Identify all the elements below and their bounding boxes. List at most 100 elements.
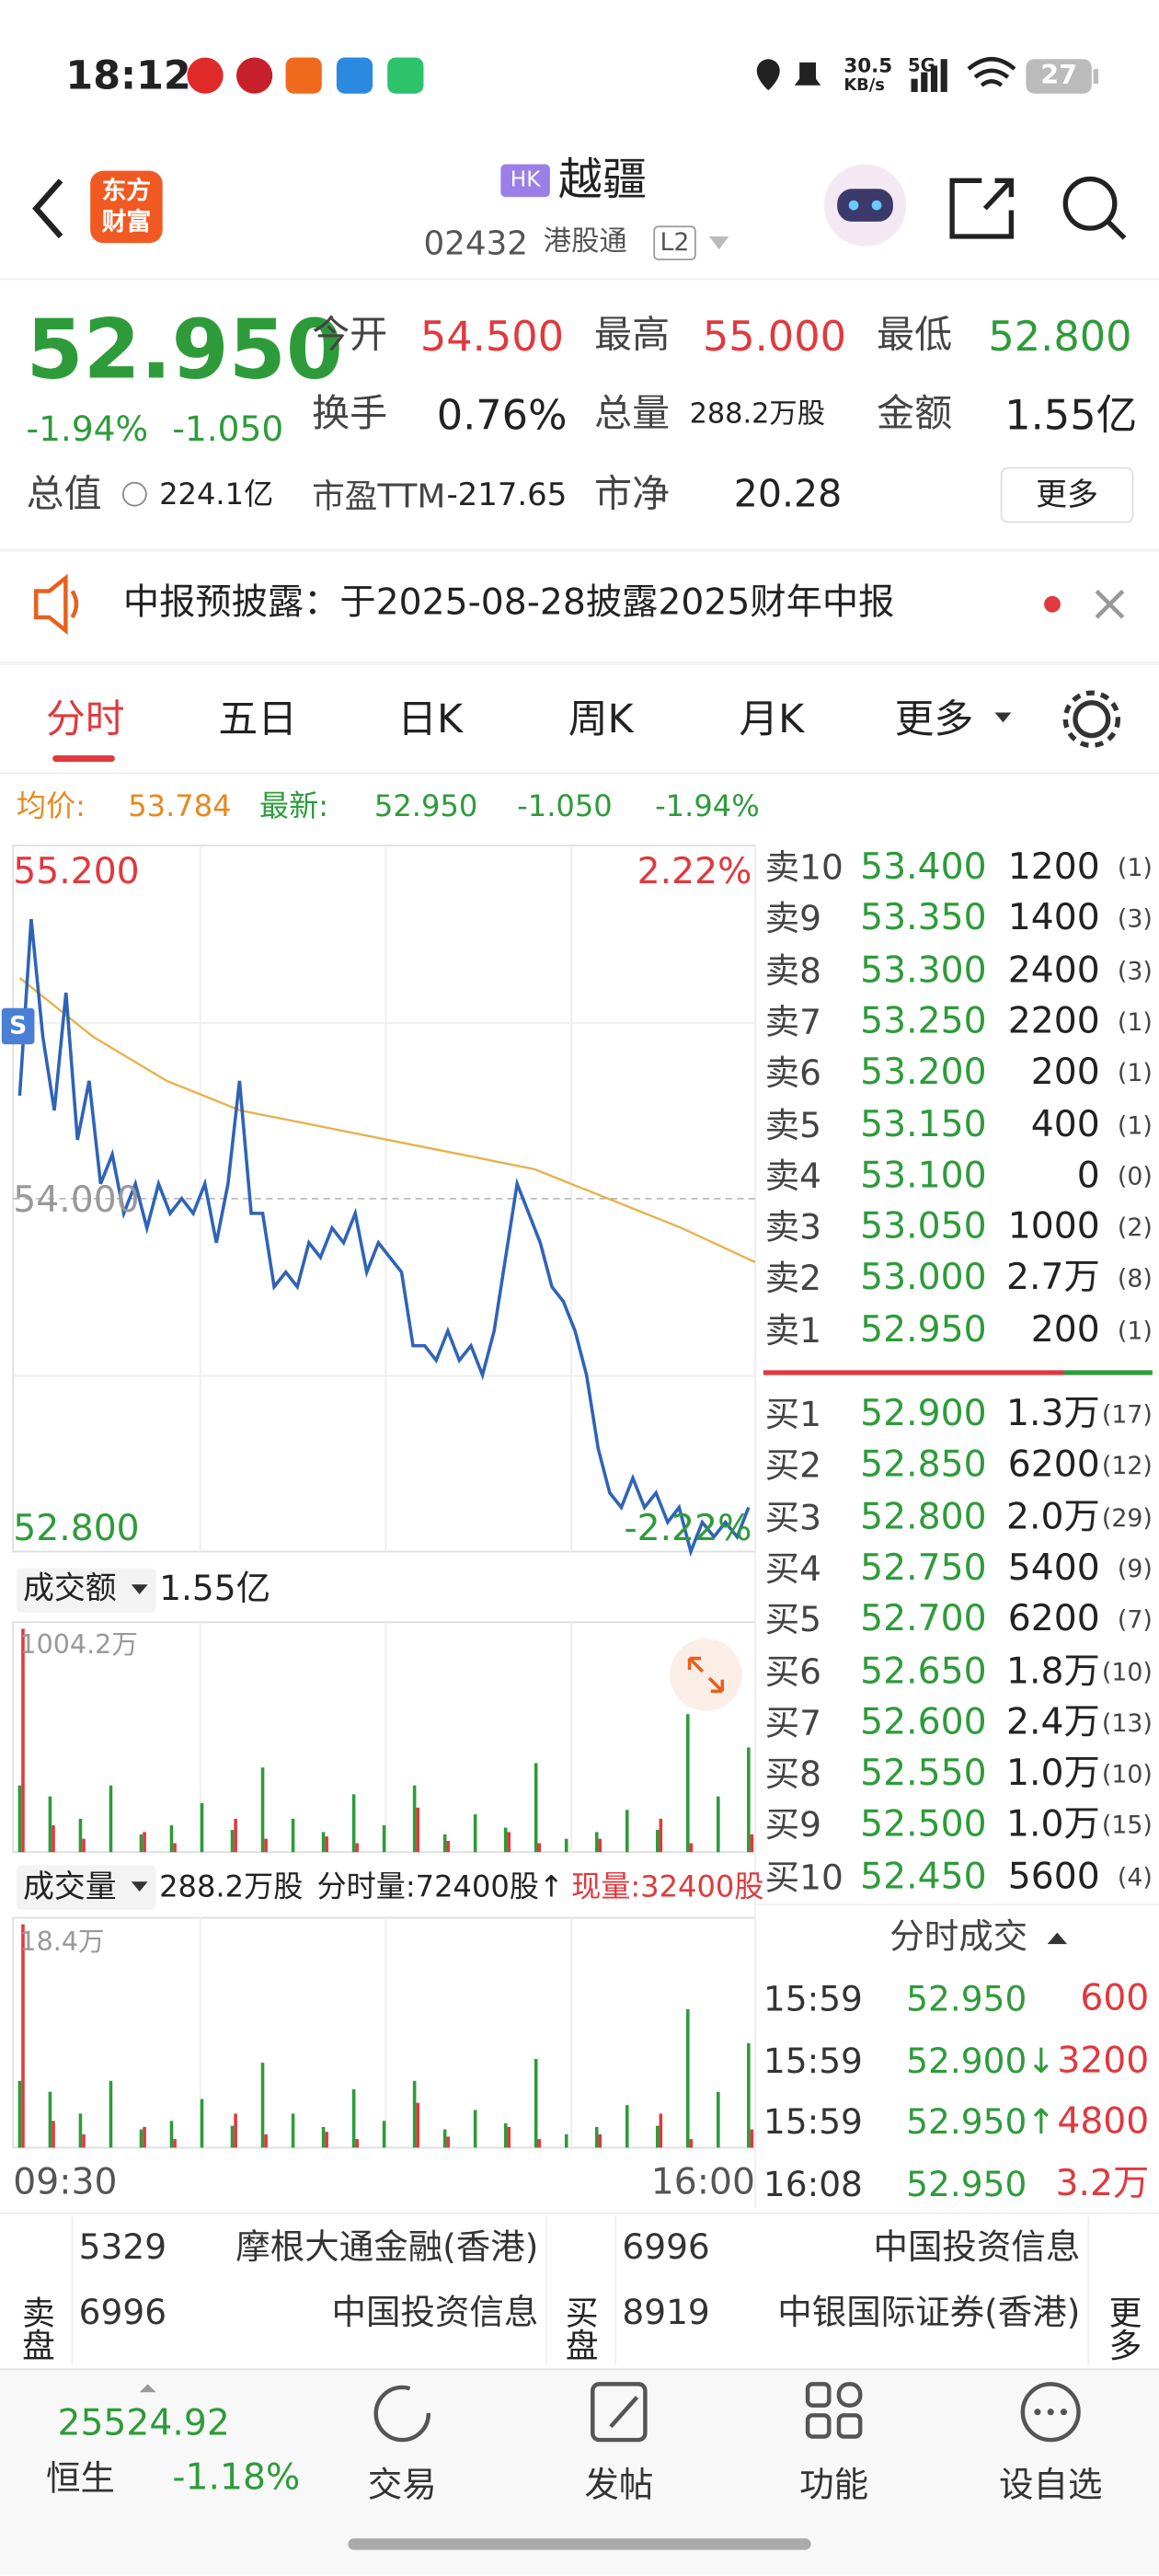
trade-volume: 600: [1080, 1978, 1150, 2020]
quote-label: 换手: [312, 393, 388, 436]
volume-bar: [594, 1832, 599, 1853]
volume-bar: [200, 2099, 204, 2148]
price: 52.950: [26, 302, 343, 397]
quote-label: 金额: [877, 393, 953, 436]
share-icon: [949, 178, 1015, 239]
nav-item[interactable]: 交易: [367, 2465, 437, 2505]
tab[interactable]: 更多: [894, 696, 974, 742]
tab[interactable]: 五日: [218, 696, 298, 742]
volume-bar: [351, 2089, 356, 2148]
notice[interactable]: 中报预披露：于2025-08-28披露2025财年中报: [122, 582, 895, 625]
broker-id: 8919: [622, 2293, 710, 2333]
tab[interactable]: 周K: [568, 696, 634, 742]
book-level: 卖1: [764, 1310, 822, 1351]
quote-value: 54.500: [419, 312, 565, 361]
volume-bar: [598, 2133, 602, 2148]
trade-time: 15:59: [763, 1979, 863, 2019]
broker-side: 卖盘: [16, 2295, 56, 2362]
book-level: 卖4: [764, 1156, 822, 1196]
volume-bar: [416, 2102, 419, 2148]
book-price: 53.150: [860, 1104, 987, 1145]
volume-bar: [230, 2125, 235, 2148]
volume-bar: [48, 1796, 52, 1853]
volume-bar: [537, 2139, 542, 2148]
volume-bar: [78, 1818, 83, 1853]
index-change: -1.18%: [172, 2457, 301, 2500]
book-volume: 1400: [1007, 898, 1100, 940]
quote-value: 224.1亿: [159, 477, 274, 512]
book-volume: 5400: [1007, 1547, 1100, 1590]
book-volume: 6200: [1007, 1599, 1100, 1641]
book-volume: 1.3万: [1006, 1394, 1100, 1435]
book-price: 53.050: [860, 1206, 987, 1248]
book-volume: 2400: [1007, 949, 1100, 992]
book-count: (1): [1117, 1058, 1153, 1088]
latest-label: 最新:: [258, 789, 329, 824]
price-line: [17, 918, 751, 1558]
volume-bar: [446, 1841, 451, 1853]
volume-bar: [503, 2122, 508, 2148]
nav-item[interactable]: 设自选: [998, 2465, 1103, 2505]
volume-bar: [48, 2091, 52, 2148]
trade-price: 52.900↓: [906, 2041, 1056, 2082]
nav-item[interactable]: 发帖: [584, 2465, 654, 2505]
volume-bar: [109, 1785, 113, 1853]
book-count: (15): [1101, 1811, 1153, 1841]
tab[interactable]: 月K: [739, 696, 805, 742]
more-button[interactable]: 更多: [1036, 477, 1098, 513]
net-unit: KB/s: [843, 76, 885, 96]
broker-more[interactable]: 更多: [1103, 2295, 1143, 2362]
quote-label: 市净: [594, 473, 671, 517]
broker-name: 中银国际证券(香港): [777, 2293, 1081, 2333]
volume-bar: [291, 1818, 295, 1853]
tab[interactable]: 日K: [397, 696, 464, 742]
trades-title[interactable]: 分时成交: [889, 1916, 1028, 1957]
volume-bar: [52, 2121, 55, 2148]
book-level: 卖9: [764, 899, 822, 939]
volume-bar: [412, 2080, 417, 2148]
panel-total: 1.55亿: [159, 1569, 271, 1609]
panel-total: 288.2万股: [159, 1869, 304, 1905]
broker-name: 摩根大通金融(香港): [235, 2226, 539, 2267]
quote-value: -217.65: [446, 477, 568, 513]
volume-bar: [234, 2113, 237, 2148]
volume-bar: [260, 1767, 265, 1853]
volume-bar: [598, 1838, 602, 1853]
book-price: 52.600: [860, 1702, 987, 1743]
trade-volume: 3200: [1057, 2041, 1150, 2082]
index-value[interactable]: 25524.92: [57, 2403, 230, 2445]
broker-id: 6996: [78, 2293, 167, 2333]
volume-bar: [473, 2110, 477, 2148]
volume-bar: [594, 2126, 599, 2148]
volume-bar: [625, 1810, 629, 1853]
volume-bar: [750, 1834, 754, 1853]
volume-bar: [442, 1834, 447, 1853]
panel-selector[interactable]: 成交量: [22, 1869, 117, 1906]
tab[interactable]: 分时: [45, 696, 125, 742]
book-price: 52.650: [860, 1650, 987, 1693]
x-label: 16:00: [650, 2162, 755, 2204]
nav-item[interactable]: 功能: [799, 2465, 869, 2505]
broker-side: 买盘: [559, 2295, 600, 2362]
volume-bar: [325, 1836, 328, 1853]
volume-bar: [78, 2113, 83, 2148]
book-level: 买3: [764, 1497, 822, 1537]
net-speed: 30.5: [843, 53, 893, 77]
book-level: 卖10: [764, 847, 843, 888]
volume-bar: [291, 2113, 295, 2148]
book-volume: 6200: [1007, 1445, 1100, 1487]
volume-bar: [564, 1838, 568, 1853]
book-volume: 1.0万: [1006, 1805, 1100, 1846]
volume-bar: [143, 2126, 146, 2148]
volume-bar: [82, 1838, 86, 1853]
volume-bar: [659, 1818, 663, 1853]
panel-selector[interactable]: 成交额: [22, 1570, 117, 1607]
volume-bar: [143, 1832, 146, 1853]
book-price: 52.950: [860, 1309, 987, 1351]
quote-label: 今开: [312, 314, 388, 358]
broker-name: 中国投资信息: [331, 2293, 539, 2333]
status-time: 18:12: [65, 52, 191, 99]
latest: 52.950: [373, 789, 478, 824]
